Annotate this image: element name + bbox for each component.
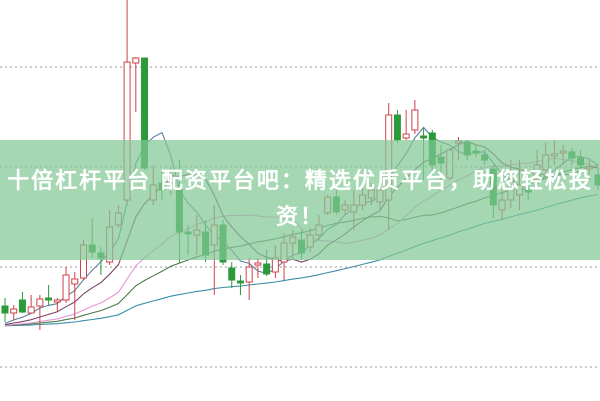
candle-body-down: [1, 305, 9, 314]
candle-body-up: [71, 278, 79, 285]
candle-body-down: [236, 280, 244, 284]
banner-text: 十倍杠杆平台 配资平台吧：精选优质平台，助您轻松投资！: [7, 169, 593, 230]
candle-body-down: [228, 267, 236, 281]
candle-body-up: [245, 266, 253, 283]
candle-body-down: [18, 299, 26, 313]
candle-body-down: [263, 263, 271, 275]
candle-body-up: [27, 306, 35, 314]
candle-body-up: [402, 133, 410, 139]
candle-body-up: [254, 262, 262, 266]
candle-body-up: [36, 298, 44, 307]
candle-body-up: [271, 257, 279, 273]
candle-body-down: [420, 135, 428, 139]
candle-body-up: [411, 109, 419, 131]
candle-body-down: [393, 114, 401, 141]
candle-body-up: [53, 299, 61, 303]
candle-body-down: [45, 297, 53, 301]
overlay-banner: 十倍杠杆平台 配资平台吧：精选优质平台，助您轻松投资！: [0, 140, 600, 260]
candle-body-up: [62, 274, 70, 301]
candle-body-up: [132, 57, 140, 64]
candle-body-up: [10, 308, 18, 314]
